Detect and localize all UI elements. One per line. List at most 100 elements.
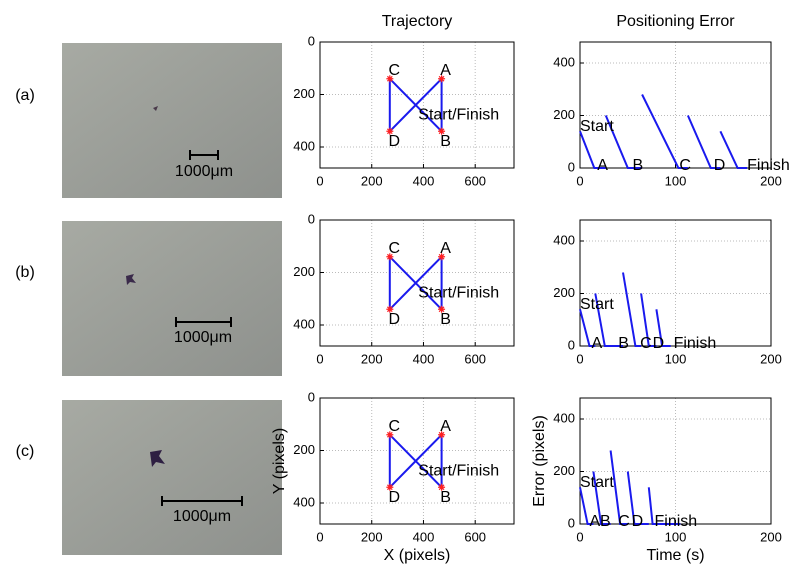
x-tick-label: 0 xyxy=(576,173,583,188)
star-marker xyxy=(386,431,394,439)
annotation: D xyxy=(389,311,401,328)
annotation: Start/Finish xyxy=(418,463,499,480)
annotation: Start/Finish xyxy=(418,285,499,302)
x-tick-label: 600 xyxy=(464,529,486,544)
axes-frame xyxy=(319,41,515,169)
y-axis-label: Error (pixels) xyxy=(531,415,548,507)
y-tick-label: 400 xyxy=(553,232,575,247)
x-tick-label: 0 xyxy=(316,351,323,366)
line xyxy=(388,76,443,134)
x-tick-label: 0 xyxy=(576,529,583,544)
x-tick-label: 0 xyxy=(576,351,583,366)
annotation: C xyxy=(679,157,691,174)
annotation: D xyxy=(653,335,665,352)
x-tick-label: 400 xyxy=(413,351,435,366)
axes-frame xyxy=(579,41,772,169)
star-marker xyxy=(386,253,394,261)
annotation: Start/Finish xyxy=(418,107,499,124)
annotation: D xyxy=(632,513,644,530)
star-marker xyxy=(386,483,394,491)
y-axis-label: Y (pixels) xyxy=(271,428,288,494)
annotation: D xyxy=(389,133,401,150)
scale-label: 1000μm xyxy=(174,329,232,346)
panel-label: (b) xyxy=(15,264,35,281)
y-tick-label: 0 xyxy=(568,337,575,352)
micrograph: 1000μm xyxy=(62,221,282,376)
x-tick-label: 400 xyxy=(413,173,435,188)
annotation: A xyxy=(440,418,451,435)
annotation: A xyxy=(591,335,602,352)
y-tick-label: 200 xyxy=(553,463,575,478)
x-tick-label: 200 xyxy=(361,529,383,544)
star-marker xyxy=(386,75,394,83)
micrograph: 1000μm xyxy=(62,400,282,555)
line xyxy=(579,272,671,347)
annotation: C xyxy=(389,240,401,257)
y-tick-label: 400 xyxy=(553,54,575,69)
annotation: D xyxy=(714,157,726,174)
annotation: B xyxy=(633,157,644,174)
annotation: A xyxy=(597,157,608,174)
annotation: Finish xyxy=(747,157,790,174)
star-marker xyxy=(438,431,446,439)
y-tick-label: 200 xyxy=(293,442,315,457)
scale-label: 1000μm xyxy=(173,508,231,525)
annotation: Start xyxy=(580,474,614,491)
axes-frame xyxy=(319,219,515,347)
annotation: Finish xyxy=(674,335,717,352)
scale-label: 1000μm xyxy=(175,163,233,180)
micrograph: 1000μm xyxy=(62,43,282,198)
annotation: Start xyxy=(580,296,614,313)
panel-label: (a) xyxy=(15,87,35,104)
y-tick-label: 200 xyxy=(553,285,575,300)
annotation: Finish xyxy=(654,513,697,530)
star-marker xyxy=(438,75,446,83)
star-marker xyxy=(438,127,446,135)
y-tick-label: 400 xyxy=(553,410,575,425)
annotation: B xyxy=(600,513,611,530)
annotation: C xyxy=(389,62,401,79)
x-axis-label: X (pixels) xyxy=(384,547,451,564)
annotation: B xyxy=(440,311,451,328)
y-tick-label: 400 xyxy=(293,138,315,153)
y-tick-label: 200 xyxy=(293,264,315,279)
x-tick-label: 400 xyxy=(413,529,435,544)
y-tick-label: 0 xyxy=(308,211,315,226)
annotation: B xyxy=(618,335,629,352)
star-marker xyxy=(438,253,446,261)
x-tick-label: 100 xyxy=(665,351,687,366)
star-marker xyxy=(386,127,394,135)
annotation: B xyxy=(440,489,451,506)
x-axis-label: Time (s) xyxy=(646,547,704,564)
x-tick-label: 600 xyxy=(464,173,486,188)
annotation: C xyxy=(389,418,401,435)
axes-frame xyxy=(319,397,515,525)
x-tick-label: 100 xyxy=(665,529,687,544)
annotation: C xyxy=(618,513,630,530)
x-tick-label: 200 xyxy=(760,529,782,544)
star-marker xyxy=(438,305,446,313)
x-tick-label: 100 xyxy=(665,173,687,188)
chart-title: Positioning Error xyxy=(616,13,735,30)
annotation: Start xyxy=(580,118,614,135)
chart-title: Trajectory xyxy=(382,13,453,30)
y-tick-label: 400 xyxy=(293,316,315,331)
annotation: B xyxy=(440,133,451,150)
y-tick-label: 0 xyxy=(568,159,575,174)
y-tick-label: 400 xyxy=(293,494,315,509)
x-tick-label: 200 xyxy=(760,173,782,188)
line xyxy=(388,432,443,490)
line xyxy=(579,94,748,169)
panel-label: (c) xyxy=(16,443,35,460)
y-tick-label: 0 xyxy=(308,389,315,404)
axes-frame xyxy=(579,219,772,347)
y-tick-label: 200 xyxy=(293,86,315,101)
x-tick-label: 200 xyxy=(361,351,383,366)
star-marker xyxy=(386,305,394,313)
star-marker xyxy=(438,483,446,491)
x-tick-label: 0 xyxy=(316,529,323,544)
annotation: D xyxy=(389,489,401,506)
x-tick-label: 200 xyxy=(361,173,383,188)
y-tick-label: 0 xyxy=(568,515,575,530)
